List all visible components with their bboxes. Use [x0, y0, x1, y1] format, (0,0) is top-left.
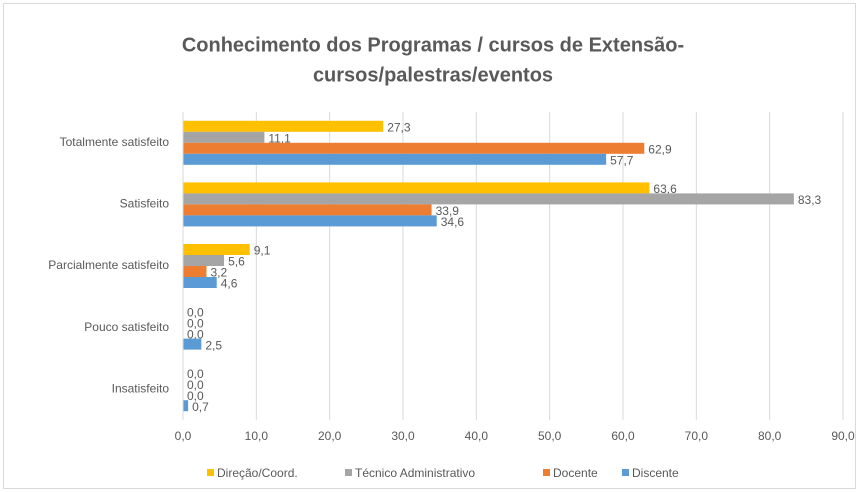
x-tick-label: 80,0	[758, 429, 782, 443]
data-label: 0,0	[187, 305, 204, 319]
legend-label: Direção/Coord.	[217, 466, 298, 480]
bar	[183, 215, 437, 227]
legend-marker	[543, 469, 550, 476]
bar	[183, 400, 189, 412]
data-label: 57,7	[610, 153, 634, 167]
y-tick-label: Parcialmente satisfeito	[48, 258, 169, 272]
data-label: 11,1	[268, 131, 291, 145]
legend-marker	[622, 469, 629, 476]
chart-title: cursos/palestras/eventos	[313, 64, 553, 86]
data-label: 83,3	[798, 193, 822, 207]
bar	[183, 182, 650, 194]
y-tick-label: Satisfeito	[120, 197, 170, 211]
x-tick-label: 0,0	[175, 429, 192, 443]
legend-marker	[345, 469, 352, 476]
data-label: 2,5	[205, 338, 222, 352]
data-label: 62,9	[648, 142, 672, 156]
bar	[183, 142, 645, 154]
bar	[183, 131, 265, 143]
x-tick-label: 30,0	[391, 429, 415, 443]
bar	[183, 120, 384, 132]
data-label: 0,0	[187, 389, 204, 403]
data-label: 0,0	[187, 327, 204, 341]
legend-label: Técnico Administrativo	[355, 466, 475, 480]
bar	[183, 193, 794, 205]
legend-marker	[207, 469, 214, 476]
y-tick-label: Pouco satisfeito	[84, 320, 169, 334]
y-tick-label: Totalmente satisfeito	[60, 135, 170, 149]
chart-title: Conhecimento dos Programas / cursos de E…	[182, 34, 684, 56]
bar	[183, 338, 202, 350]
bar	[183, 266, 207, 277]
y-tick-label: Insatisfeito	[112, 381, 170, 395]
data-label: 0,0	[187, 378, 204, 392]
data-label: 33,9	[436, 204, 460, 218]
x-tick-label: 60,0	[611, 429, 635, 443]
data-label: 34,6	[441, 215, 465, 229]
x-tick-label: 50,0	[538, 429, 562, 443]
data-label: 0,7	[192, 400, 209, 414]
legend-label: Discente	[632, 466, 679, 480]
data-label: 63,6	[653, 182, 677, 196]
x-tick-label: 40,0	[465, 429, 489, 443]
chart-border	[3, 3, 856, 489]
data-label: 0,0	[187, 316, 204, 330]
x-tick-label: 10,0	[245, 429, 269, 443]
data-label: 9,1	[254, 244, 271, 258]
data-label: 0,0	[187, 367, 204, 381]
x-tick-label: 70,0	[685, 429, 709, 443]
data-label: 27,3	[387, 120, 411, 134]
bar	[183, 244, 250, 255]
bar	[183, 204, 432, 216]
data-label: 5,6	[228, 255, 245, 269]
bar	[183, 277, 217, 288]
bar	[183, 255, 225, 266]
data-label: 4,6	[221, 277, 238, 291]
bar	[183, 153, 607, 165]
data-label: 3,2	[210, 266, 227, 280]
legend-label: Docente	[553, 466, 598, 480]
x-tick-label: 90,0	[831, 429, 855, 443]
x-tick-label: 20,0	[318, 429, 342, 443]
